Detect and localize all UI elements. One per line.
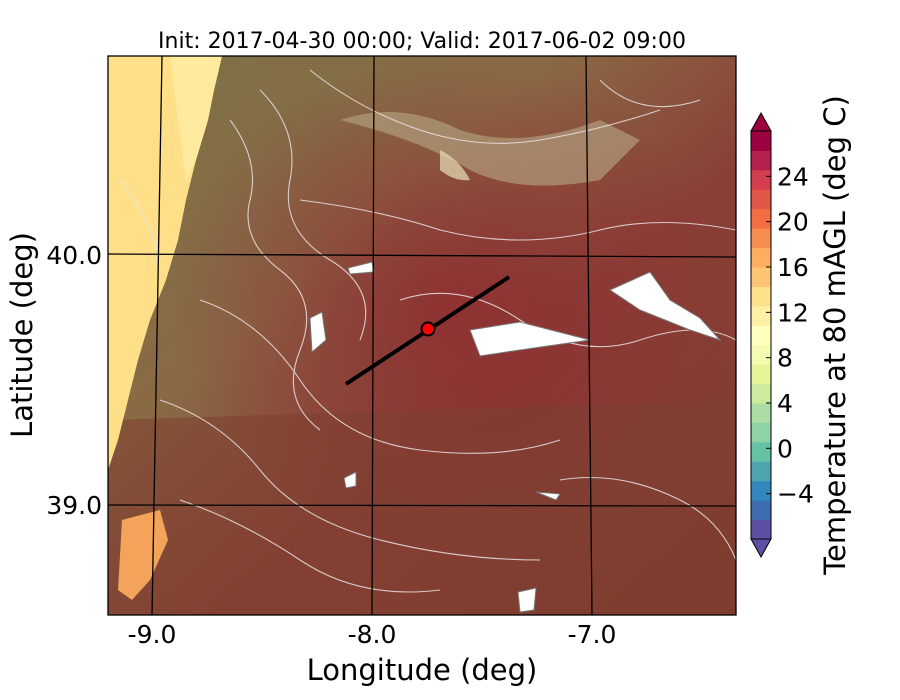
colorbar-swatch	[751, 169, 771, 190]
y-tick-label: 40.0	[46, 241, 102, 270]
colorbar-tick-label: 0	[777, 434, 793, 463]
colorbar-swatch	[751, 441, 771, 462]
ocean-coast-light	[170, 56, 222, 180]
y-axis-label: Latitude (deg)	[5, 232, 39, 438]
colorbar-swatch	[751, 267, 771, 287]
colorbar-label: Temperature at 80 mAGL (deg C)	[818, 95, 852, 576]
colorbar: −4 0 4 8 12 16 20 24	[750, 111, 814, 559]
mountain-ridge	[340, 112, 640, 186]
colorbar-tick-label: 20	[777, 208, 809, 237]
colorbar-swatch	[751, 344, 771, 365]
colorbar-ticks: −4 0 4 8 12 16 20 24	[766, 162, 814, 509]
site-marker	[420, 321, 436, 337]
colorbar-swatch	[751, 461, 771, 482]
lakes	[309, 261, 722, 613]
x-tick-label: -7.0	[568, 620, 617, 649]
colorbar-bottom-extension	[750, 538, 772, 559]
colorbar-tick-label: −4	[777, 480, 814, 509]
colorbar-swatch	[751, 519, 771, 540]
colorbar-swatch	[751, 286, 771, 307]
colorbar-swatch	[751, 500, 771, 521]
colorbar-swatch	[751, 305, 771, 326]
colorbar-swatch	[751, 208, 771, 229]
x-tick-label: -8.0	[348, 620, 397, 649]
colorbar-swatch	[751, 131, 771, 151]
colorbar-tick-label: 16	[777, 253, 809, 282]
colorbar-tick-label: 12	[777, 298, 809, 327]
colorbar-swatch	[751, 247, 771, 268]
x-tick-label: -9.0	[128, 620, 177, 649]
colorbar-swatch	[751, 383, 771, 404]
map-frame	[107, 55, 737, 616]
colorbar-swatch	[751, 480, 771, 501]
colorbar-swatch	[751, 325, 771, 346]
x-ticks: -9.0 -8.0 -7.0	[128, 620, 617, 649]
colorbar-tick-label: 8	[777, 344, 793, 373]
colorbar-swatch	[751, 364, 771, 385]
map-panel	[108, 56, 736, 615]
plot-title: Init: 2017-04-30 00:00; Valid: 2017-06-0…	[158, 29, 686, 54]
colorbar-swatch	[751, 228, 771, 249]
southern-warm-band	[108, 400, 736, 615]
colorbar-swatch	[751, 150, 771, 171]
colorbar-tick-label: 24	[777, 162, 809, 191]
colorbar-swatches	[751, 131, 771, 540]
graticule	[108, 56, 736, 615]
colorbar-swatch	[751, 422, 771, 443]
ridge-highlight	[440, 150, 470, 181]
colorbar-top-extension	[750, 111, 772, 132]
colorbar-tick-label: 4	[777, 389, 793, 418]
colorbar-frame	[750, 130, 772, 540]
contour-lines	[119, 69, 736, 593]
y-tick-label: 39.0	[46, 491, 102, 520]
estuary-fill	[118, 510, 168, 600]
y-ticks: 40.0 39.0	[46, 241, 102, 520]
x-axis-label: Longitude (deg)	[307, 653, 538, 687]
colorbar-swatch	[751, 189, 771, 210]
colorbar-swatch	[751, 403, 771, 423]
